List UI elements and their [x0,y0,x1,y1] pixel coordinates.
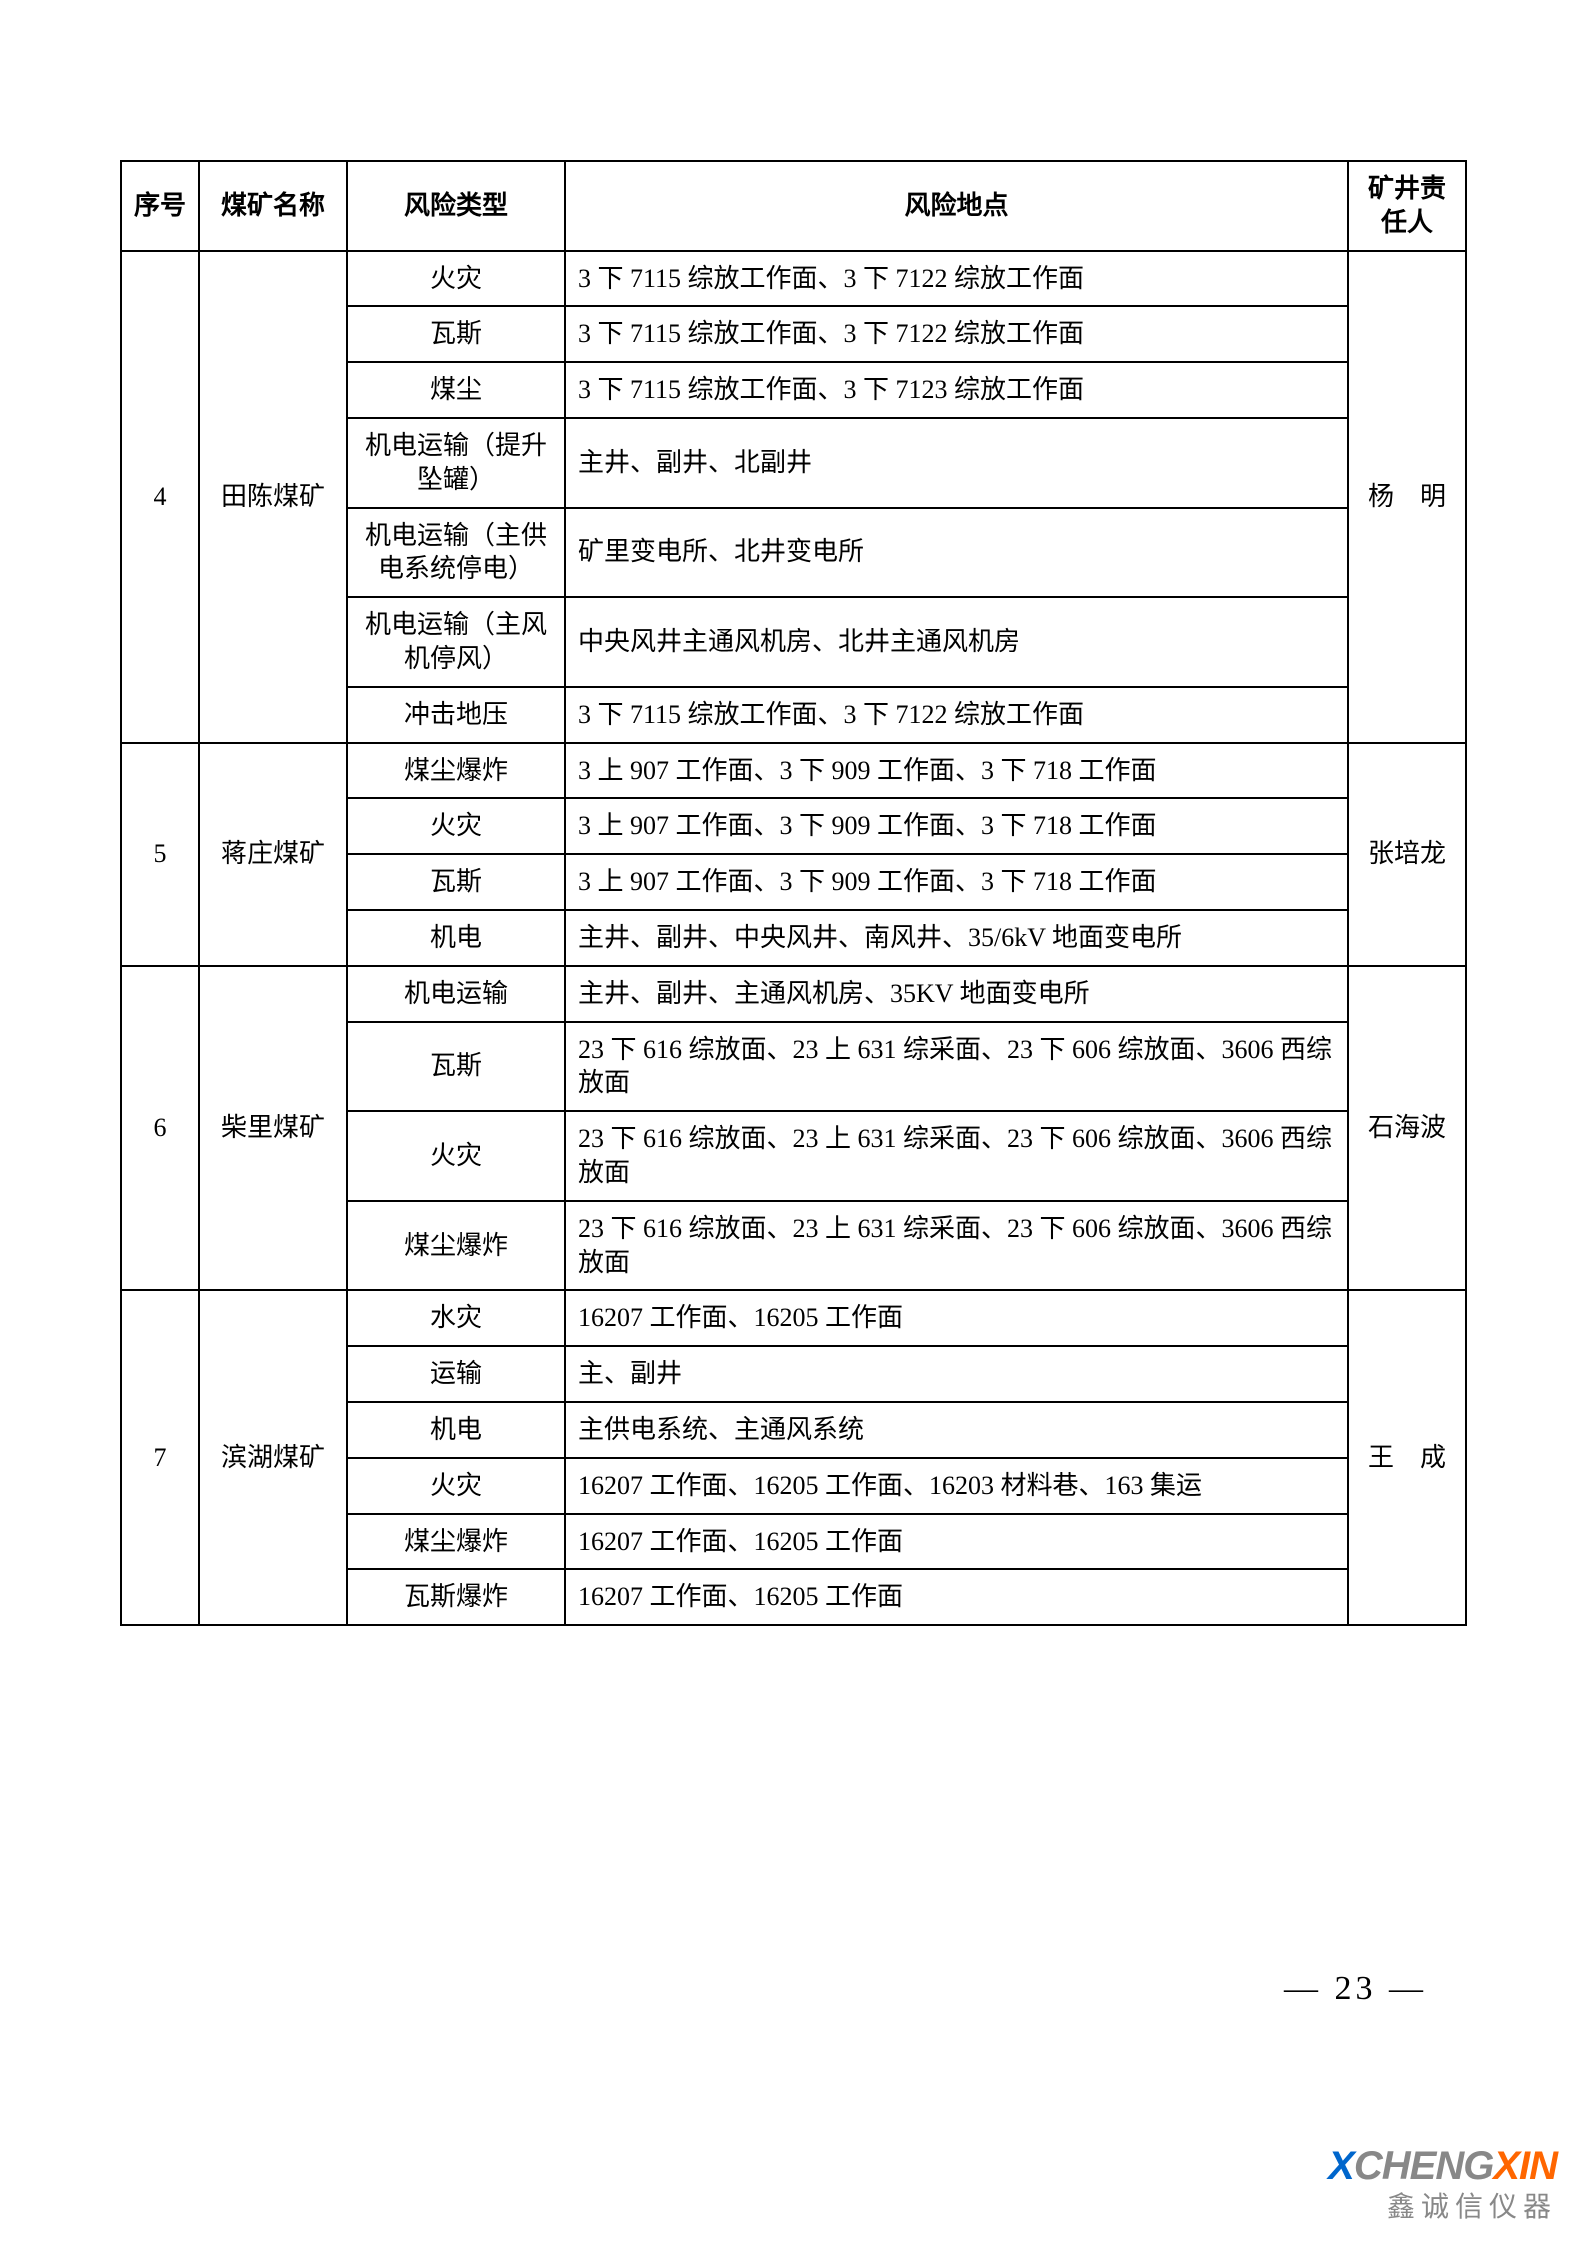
table-row: 7滨湖煤矿水灾16207 工作面、16205 工作面王 成 [121,1290,1466,1346]
cell-resp: 王 成 [1348,1290,1466,1625]
cell-type: 瓦斯 [347,1022,565,1112]
table-row: 6柴里煤矿机电运输主井、副井、主通风机房、35KV 地面变电所石海波 [121,966,1466,1022]
cell-type: 机电运输（主风机停风） [347,597,565,687]
header-resp: 矿井责任人 [1348,161,1466,251]
cell-type: 火灾 [347,1111,565,1201]
cell-mine: 柴里煤矿 [199,966,347,1291]
cell-type: 煤尘爆炸 [347,1201,565,1291]
cell-seq: 4 [121,251,199,743]
cell-loc: 3 上 907 工作面、3 下 909 工作面、3 下 718 工作面 [565,854,1348,910]
cell-resp: 石海波 [1348,966,1466,1291]
page-number: — 23 — [1284,1970,1427,2008]
table-row: 5蒋庄煤矿煤尘爆炸3 上 907 工作面、3 下 909 工作面、3 下 718… [121,743,1466,799]
cell-loc: 23 下 616 综放面、23 上 631 综采面、23 下 606 综放面、3… [565,1022,1348,1112]
cell-loc: 3 下 7115 综放工作面、3 下 7122 综放工作面 [565,251,1348,307]
table-header-row: 序号 煤矿名称 风险类型 风险地点 矿井责任人 [121,161,1466,251]
cell-type: 水灾 [347,1290,565,1346]
cell-type: 火灾 [347,798,565,854]
cell-type: 煤尘 [347,362,565,418]
table-body: 4田陈煤矿火灾3 下 7115 综放工作面、3 下 7122 综放工作面杨 明瓦… [121,251,1466,1626]
cell-type: 机电运输（提升坠罐） [347,418,565,508]
watermark-mid: CHENG [1354,2144,1493,2188]
cell-seq: 7 [121,1290,199,1625]
risk-table: 序号 煤矿名称 风险类型 风险地点 矿井责任人 4田陈煤矿火灾3 下 7115 … [120,160,1467,1626]
watermark-x1: X [1328,2144,1354,2188]
cell-seq: 6 [121,966,199,1291]
cell-resp: 杨 明 [1348,251,1466,743]
header-loc: 风险地点 [565,161,1348,251]
cell-loc: 主井、副井、北副井 [565,418,1348,508]
header-mine: 煤矿名称 [199,161,347,251]
cell-type: 机电运输（主供电系统停电） [347,508,565,598]
cell-loc: 3 下 7115 综放工作面、3 下 7122 综放工作面 [565,687,1348,743]
cell-loc: 主、副井 [565,1346,1348,1402]
cell-type: 煤尘爆炸 [347,1514,565,1570]
cell-mine: 滨湖煤矿 [199,1290,347,1625]
cell-type: 煤尘爆炸 [347,743,565,799]
cell-loc: 3 上 907 工作面、3 下 909 工作面、3 下 718 工作面 [565,798,1348,854]
header-seq: 序号 [121,161,199,251]
cell-type: 瓦斯 [347,306,565,362]
cell-type: 机电 [347,1402,565,1458]
cell-type: 火灾 [347,1458,565,1514]
cell-seq: 5 [121,743,199,966]
cell-resp: 张培龙 [1348,743,1466,966]
cell-type: 瓦斯爆炸 [347,1569,565,1625]
cell-loc: 16207 工作面、16205 工作面 [565,1514,1348,1570]
cell-type: 机电运输 [347,966,565,1022]
cell-loc: 3 上 907 工作面、3 下 909 工作面、3 下 718 工作面 [565,743,1348,799]
cell-loc: 中央风井主通风机房、北井主通风机房 [565,597,1348,687]
cell-mine: 蒋庄煤矿 [199,743,347,966]
cell-loc: 23 下 616 综放面、23 上 631 综采面、23 下 606 综放面、3… [565,1201,1348,1291]
watermark-brand: XCHENGXIN [1328,2144,1557,2189]
cell-loc: 3 下 7115 综放工作面、3 下 7122 综放工作面 [565,306,1348,362]
cell-type: 瓦斯 [347,854,565,910]
cell-loc: 23 下 616 综放面、23 上 631 综采面、23 下 606 综放面、3… [565,1111,1348,1201]
watermark-x2: XIN [1493,2144,1557,2188]
header-type: 风险类型 [347,161,565,251]
cell-mine: 田陈煤矿 [199,251,347,743]
cell-type: 运输 [347,1346,565,1402]
watermark-sub: 鑫诚信仪器 [1328,2185,1557,2225]
cell-type: 冲击地压 [347,687,565,743]
cell-type: 火灾 [347,251,565,307]
cell-type: 机电 [347,910,565,966]
cell-loc: 主井、副井、主通风机房、35KV 地面变电所 [565,966,1348,1022]
watermark: XCHENGXIN 鑫诚信仪器 [1328,2144,1557,2225]
cell-loc: 16207 工作面、16205 工作面 [565,1569,1348,1625]
cell-loc: 3 下 7115 综放工作面、3 下 7123 综放工作面 [565,362,1348,418]
cell-loc: 主井、副井、中央风井、南风井、35/6kV 地面变电所 [565,910,1348,966]
table-row: 4田陈煤矿火灾3 下 7115 综放工作面、3 下 7122 综放工作面杨 明 [121,251,1466,307]
cell-loc: 16207 工作面、16205 工作面 [565,1290,1348,1346]
cell-loc: 主供电系统、主通风系统 [565,1402,1348,1458]
cell-loc: 16207 工作面、16205 工作面、16203 材料巷、163 集运 [565,1458,1348,1514]
cell-loc: 矿里变电所、北井变电所 [565,508,1348,598]
